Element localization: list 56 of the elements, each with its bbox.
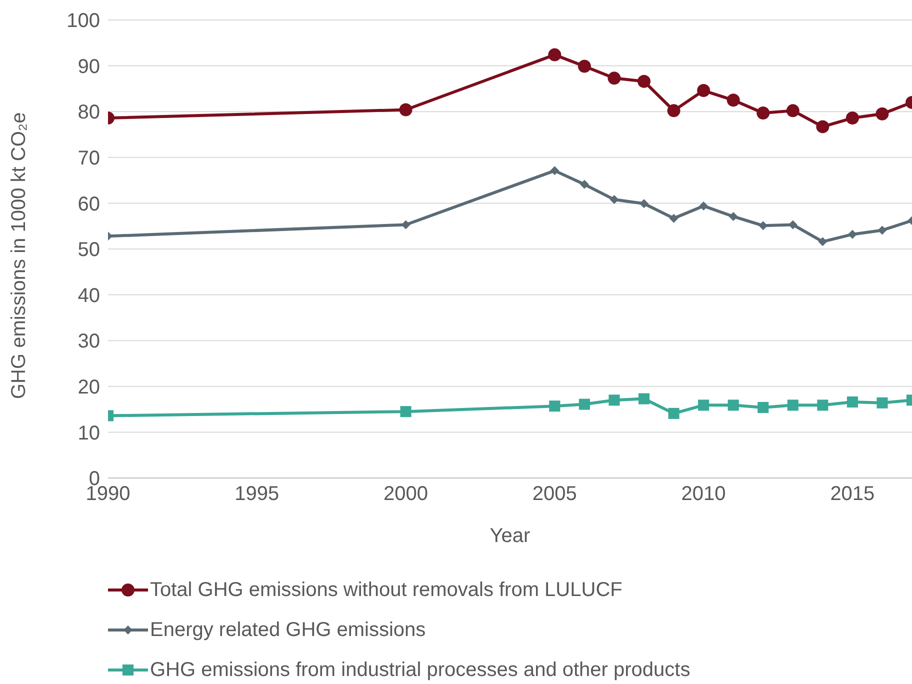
point	[697, 84, 710, 98]
point	[400, 406, 412, 418]
legend-label: GHG emissions from industrial processes and other products	[150, 658, 690, 682]
x-axis-title: Year	[490, 525, 531, 547]
point	[728, 400, 739, 411]
legend-label: Energy related GHG emissions	[150, 618, 426, 642]
y-tick-label: 10	[78, 422, 100, 444]
point	[817, 400, 828, 411]
point	[728, 212, 738, 221]
point	[610, 195, 619, 204]
point	[548, 48, 562, 62]
point	[846, 112, 859, 125]
point	[756, 106, 770, 120]
x-tick-label: 1995	[234, 483, 280, 506]
point	[669, 214, 678, 223]
point	[848, 230, 857, 239]
point	[640, 199, 648, 208]
point	[550, 166, 560, 176]
y-tick-label: 60	[78, 193, 100, 216]
point	[638, 74, 650, 88]
point	[698, 400, 710, 411]
point	[578, 60, 591, 73]
y-tick-label: 80	[78, 102, 100, 124]
point	[399, 103, 412, 116]
y-tick-label: 70	[78, 148, 100, 170]
point	[608, 72, 621, 85]
point	[726, 94, 740, 107]
y-tick-label: 30	[78, 330, 100, 353]
point	[668, 408, 680, 419]
x-tick-label: 2015	[830, 483, 875, 506]
y-tick-label: 50	[78, 239, 100, 262]
x-tick-label: 2005	[532, 483, 577, 506]
legend-label: Total GHG emissions without removals from LULUCF	[150, 578, 622, 602]
y-tick-label: 100	[66, 10, 100, 32]
point	[578, 398, 590, 410]
point	[787, 400, 798, 411]
point	[876, 397, 888, 408]
x-tick-label: 2010	[681, 483, 726, 506]
point	[878, 226, 887, 235]
point	[786, 104, 800, 118]
x-tick-label: 2000	[384, 483, 428, 506]
point	[608, 394, 620, 406]
point	[638, 393, 650, 404]
point	[580, 180, 589, 189]
point	[818, 237, 828, 246]
point	[876, 107, 889, 120]
point	[846, 396, 858, 408]
y-tick-label: 20	[78, 376, 100, 398]
point	[816, 120, 830, 134]
y-axis-title: GHG emissions in 1000 kt CO₂e	[8, 112, 30, 399]
y-tick-label: 90	[78, 56, 100, 78]
y-tick-label: 40	[78, 284, 100, 307]
point	[667, 104, 680, 118]
point	[549, 400, 560, 412]
point	[699, 201, 708, 210]
point	[758, 402, 769, 413]
